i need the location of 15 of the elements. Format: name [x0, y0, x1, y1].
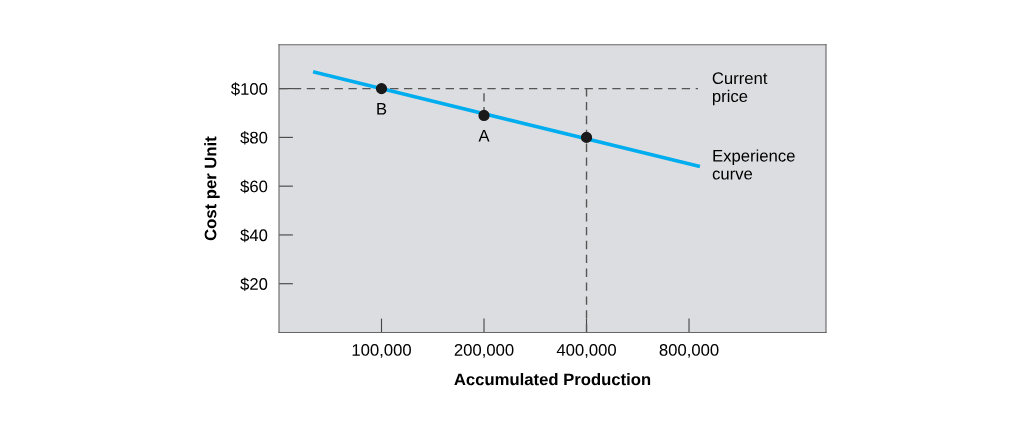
- x-tick-label: 800,000: [659, 344, 719, 358]
- y-tick-label: $100: [231, 82, 268, 96]
- y-axis-title: Cost per Unit: [204, 136, 220, 241]
- y-tick-label: $40: [240, 228, 268, 243]
- y-tick-label: $20: [240, 277, 268, 291]
- x-tick-label: 400,000: [556, 344, 616, 358]
- series-label: Current price: [712, 72, 768, 106]
- x-axis-title: Accumulated Production: [454, 373, 651, 386]
- x-tick-label: 100,000: [352, 344, 411, 358]
- annotation: B: [377, 103, 387, 115]
- y-tick-label: $80: [240, 131, 268, 145]
- annotation: A: [478, 129, 490, 142]
- x-tick-label: 200,000: [454, 344, 514, 358]
- series-label: Experience curve: [712, 149, 795, 180]
- y-tick-label: $60: [240, 179, 268, 194]
